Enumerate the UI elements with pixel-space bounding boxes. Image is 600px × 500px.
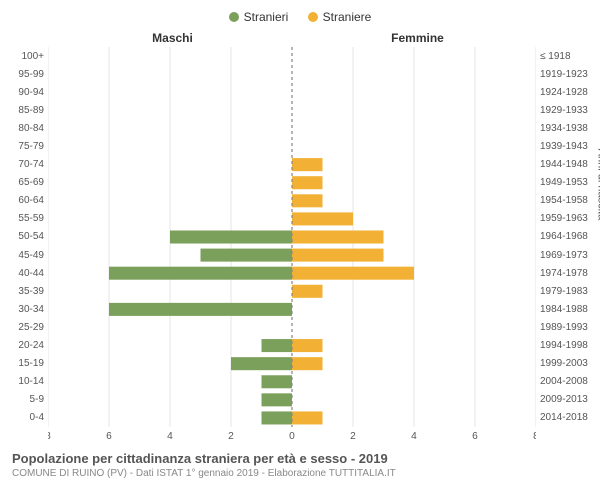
age-label: 95-99: [6, 65, 44, 83]
age-label: 60-64: [6, 192, 44, 210]
bar-male: [109, 267, 292, 280]
column-headers: Maschi Femmine: [0, 31, 600, 45]
x-tick-label: 4: [167, 431, 173, 442]
y-axis-title-left: Fasce di età: [0, 166, 2, 226]
x-tick-label: 4: [411, 431, 417, 442]
bar-female: [292, 158, 323, 171]
bar-male: [109, 303, 292, 316]
age-label: 35-39: [6, 282, 44, 300]
age-label: 0-4: [6, 409, 44, 427]
age-label: 25-29: [6, 318, 44, 336]
age-label: 85-89: [6, 101, 44, 119]
bar-male: [262, 375, 293, 388]
age-label: 70-74: [6, 156, 44, 174]
birth-label: ≤ 1918: [540, 47, 594, 65]
birth-label: 1944-1948: [540, 156, 594, 174]
birth-label: 1984-1988: [540, 300, 594, 318]
bar-female: [292, 176, 323, 189]
legend: Stranieri Straniere: [0, 10, 600, 25]
bar-female: [292, 267, 414, 280]
birth-label: 1929-1933: [540, 101, 594, 119]
age-label: 55-59: [6, 210, 44, 228]
age-label: 5-9: [6, 391, 44, 409]
birth-label: 1934-1938: [540, 119, 594, 137]
x-tick-label: 8: [48, 431, 51, 442]
chart-subtitle: COMUNE DI RUINO (PV) - Dati ISTAT 1° gen…: [12, 468, 588, 479]
bar-male: [231, 357, 292, 370]
plot: [48, 47, 536, 427]
header-male: Maschi: [0, 31, 295, 45]
x-tick-label: 6: [106, 431, 112, 442]
age-label: 40-44: [6, 264, 44, 282]
birth-label: 1964-1968: [540, 228, 594, 246]
age-label: 75-79: [6, 137, 44, 155]
birth-label: 1969-1973: [540, 246, 594, 264]
birth-label: 1994-1998: [540, 337, 594, 355]
bar-female: [292, 230, 384, 243]
birth-label: 1959-1963: [540, 210, 594, 228]
age-label: 50-54: [6, 228, 44, 246]
bar-male: [262, 411, 293, 424]
x-tick-label: 6: [472, 431, 478, 442]
plot-svg: [48, 47, 536, 427]
age-label: 10-14: [6, 373, 44, 391]
x-axis: 022446688: [0, 427, 600, 445]
bar-female: [292, 285, 323, 298]
age-label: 90-94: [6, 83, 44, 101]
age-label: 100+: [6, 47, 44, 65]
age-label: 65-69: [6, 174, 44, 192]
chart-footer: Popolazione per cittadinanza straniera p…: [0, 445, 600, 479]
y-axis-title-right: Anni di nascita: [596, 149, 600, 221]
birth-label: 1979-1983: [540, 282, 594, 300]
legend-label-female: Straniere: [323, 10, 372, 24]
birth-label: 1954-1958: [540, 192, 594, 210]
bar-male: [201, 249, 293, 262]
age-label: 80-84: [6, 119, 44, 137]
plot-area: Fasce di età 100+95-9990-9485-8980-8475-…: [0, 47, 600, 427]
bar-female: [292, 249, 384, 262]
birth-label: 2014-2018: [540, 409, 594, 427]
birth-label: 2004-2008: [540, 373, 594, 391]
birth-label: 2009-2013: [540, 391, 594, 409]
bar-male: [170, 230, 292, 243]
age-label: 45-49: [6, 246, 44, 264]
pyramid-chart: Stranieri Straniere Maschi Femmine Fasce…: [0, 0, 600, 500]
x-tick-label: 2: [228, 431, 234, 442]
bar-male: [262, 339, 293, 352]
birth-label: 1919-1923: [540, 65, 594, 83]
header-female: Femmine: [295, 31, 600, 45]
birth-label: 1989-1993: [540, 318, 594, 336]
birth-label: 1999-2003: [540, 355, 594, 373]
age-label: 20-24: [6, 337, 44, 355]
x-tick-label: 0: [289, 431, 295, 442]
bar-male: [262, 393, 293, 406]
legend-label-male: Stranieri: [244, 10, 289, 24]
x-tick-label: 2: [350, 431, 356, 442]
legend-swatch-male: [229, 12, 239, 22]
age-label: 15-19: [6, 355, 44, 373]
y-labels-age: 100+95-9990-9485-8980-8475-7970-7465-696…: [6, 47, 48, 427]
x-axis-svg: 022446688: [48, 427, 536, 445]
birth-label: 1924-1928: [540, 83, 594, 101]
birth-label: 1974-1978: [540, 264, 594, 282]
birth-label: 1939-1943: [540, 137, 594, 155]
bar-female: [292, 339, 323, 352]
y-labels-birth: ≤ 19181919-19231924-19281929-19331934-19…: [536, 47, 594, 427]
bar-female: [292, 357, 323, 370]
age-label: 30-34: [6, 300, 44, 318]
bar-female: [292, 194, 323, 207]
bar-female: [292, 411, 323, 424]
bar-female: [292, 212, 353, 225]
legend-swatch-female: [308, 12, 318, 22]
legend-item-female: Straniere: [308, 10, 372, 24]
chart-title: Popolazione per cittadinanza straniera p…: [12, 451, 588, 466]
birth-label: 1949-1953: [540, 174, 594, 192]
legend-item-male: Stranieri: [229, 10, 289, 24]
